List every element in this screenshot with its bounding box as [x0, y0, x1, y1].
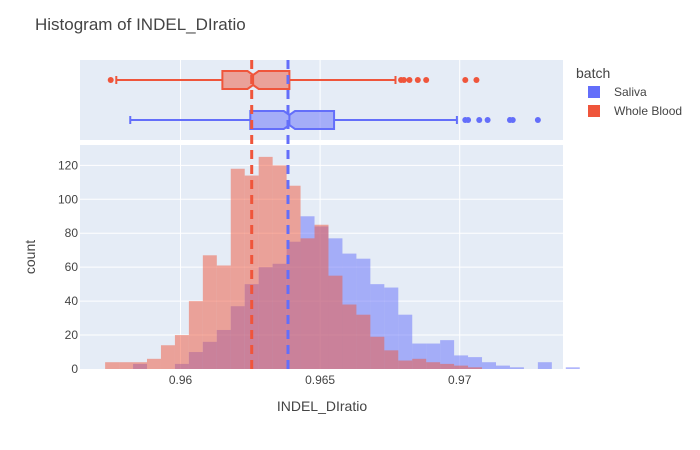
- bar-whole-blood-18: [356, 314, 371, 369]
- bar-whole-blood-1: [119, 362, 134, 369]
- legend-swatch-saliva: [588, 86, 600, 98]
- bar-saliva-27: [482, 362, 496, 369]
- bar-whole-blood-17: [342, 304, 357, 369]
- legend-item-whole-blood[interactable]: Whole Blood: [588, 104, 682, 118]
- y-tick-label-0: 0: [71, 362, 78, 376]
- bar-whole-blood-0: [105, 362, 120, 369]
- y-tick-label-5: 100: [58, 192, 78, 206]
- bar-saliva-28: [495, 365, 510, 369]
- bar-whole-blood-7: [202, 255, 217, 369]
- box-outlier-saliva-5: [509, 117, 516, 123]
- bar-whole-blood-11: [258, 156, 273, 369]
- box-outlier-saliva-3: [484, 117, 491, 123]
- bar-whole-blood-4: [160, 345, 175, 369]
- box-outlier-saliva-1: [465, 117, 472, 123]
- x-axis-ticks: 0.96 0.965 0.97: [169, 373, 472, 387]
- box-outlier-whole-blood-6: [462, 77, 469, 83]
- bar-whole-blood-12: [272, 165, 287, 369]
- y-tick-label-1: 20: [65, 328, 79, 342]
- mean-lines: [250, 60, 290, 369]
- x-tick-label-2: 0.97: [448, 373, 472, 387]
- bar-whole-blood-2: [133, 362, 148, 369]
- bar-whole-blood-16: [328, 275, 343, 369]
- y-axis-ticks: 0 20 40 60 80 100 120: [58, 158, 78, 376]
- box-outlier-whole-blood-7: [473, 77, 480, 83]
- box-outlier-whole-blood-2: [400, 77, 407, 83]
- box-outlier-whole-blood-4: [414, 77, 421, 83]
- bar-whole-blood-26: [468, 367, 483, 369]
- y-tick-label-2: 40: [65, 294, 79, 308]
- bar-saliva-24: [440, 340, 455, 369]
- bar-whole-blood-21: [398, 360, 413, 369]
- bar-whole-blood-23: [426, 362, 441, 369]
- box-outlier-whole-blood-5: [423, 77, 430, 83]
- x-tick-label-0: 0.96: [169, 373, 193, 387]
- legend: batch Saliva Whole Blood: [576, 65, 682, 118]
- legend-label-saliva: Saliva: [614, 85, 647, 99]
- x-axis-label: INDEL_DIratio: [277, 398, 367, 414]
- bar-saliva-21: [398, 314, 413, 369]
- histogram-bars: [105, 156, 580, 369]
- bar-saliva-31: [537, 362, 552, 369]
- box-body-saliva: [249, 110, 336, 130]
- bar-whole-blood-14: [300, 238, 315, 369]
- box-body-whole-blood: [221, 70, 291, 90]
- bar-saliva-33: [565, 367, 580, 369]
- box-outlier-whole-blood-3: [406, 77, 413, 83]
- bar-whole-blood-20: [384, 350, 399, 369]
- bar-saliva-29: [509, 367, 524, 369]
- box-outlier-whole-blood-0: [107, 77, 114, 83]
- bar-whole-blood-22: [412, 358, 427, 369]
- bar-whole-blood-3: [147, 358, 161, 369]
- chart-title: Histogram of INDEL_DIratio: [35, 15, 246, 34]
- box-outlier-saliva-2: [476, 117, 483, 123]
- bar-whole-blood-8: [216, 265, 231, 369]
- y-tick-label-3: 60: [65, 260, 79, 274]
- y-tick-label-4: 80: [65, 226, 79, 240]
- bar-whole-blood-24: [440, 363, 455, 369]
- box-outlier-saliva-6: [534, 117, 541, 123]
- y-axis-label: count: [22, 240, 38, 274]
- x-tick-label-1: 0.965: [305, 373, 335, 387]
- bar-whole-blood-6: [188, 301, 203, 369]
- bar-whole-blood-15: [314, 224, 329, 369]
- bar-whole-blood-25: [454, 365, 469, 369]
- bar-whole-blood-13: [286, 185, 301, 369]
- y-tick-label-6: 120: [58, 158, 78, 172]
- legend-title: batch: [576, 65, 610, 81]
- box-plots: [107, 70, 541, 130]
- bar-whole-blood-9: [230, 168, 245, 369]
- bar-saliva-26: [468, 357, 483, 369]
- legend-label-whole-blood: Whole Blood: [614, 104, 682, 118]
- bar-saliva-20: [384, 287, 399, 369]
- bar-whole-blood-5: [174, 335, 189, 369]
- legend-swatch-whole-blood: [588, 105, 600, 117]
- bar-whole-blood-19: [370, 336, 385, 369]
- legend-item-saliva[interactable]: Saliva: [588, 85, 647, 99]
